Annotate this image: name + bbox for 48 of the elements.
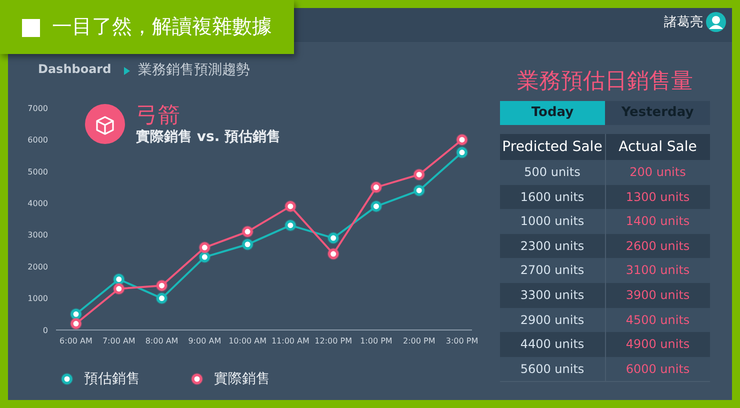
- text: 2900 units: [519, 312, 586, 329]
- text: 2300 units: [519, 238, 586, 255]
- text: 200 units: [604, 160, 710, 185]
- y-tick-label: 1000: [28, 294, 48, 304]
- x-tick-label: 10:00 AM: [228, 336, 267, 346]
- text: 4900 units: [604, 332, 710, 357]
- y-tick-label: 7000: [28, 104, 48, 113]
- text: Actual Sale: [604, 134, 710, 160]
- text: 5600 units: [519, 360, 586, 378]
- x-tick-label: 11:00 AM: [271, 336, 310, 346]
- text: 1300 units: [604, 184, 710, 210]
- x-tick-label: 3:00 PM: [446, 336, 478, 346]
- text: 1600 units: [519, 188, 586, 206]
- text: 4500 units: [604, 308, 710, 332]
- legend-label: 實際銷售: [213, 370, 270, 388]
- text: 業務預估日銷售量: [516, 68, 694, 96]
- text: 2600 units: [604, 234, 710, 258]
- text: 實際銷售 vs. 預估銷售: [136, 128, 281, 146]
- text: 1000 units: [519, 213, 586, 230]
- text: 4400 units: [519, 336, 586, 354]
- y-tick-label: 0: [42, 326, 48, 335]
- text: 6000 units: [604, 356, 710, 382]
- text: 一目了然，解讀複雜數據: [52, 13, 272, 40]
- text: 諸葛亮: [664, 14, 703, 31]
- text: 3100 units: [604, 258, 710, 283]
- text: 3300 units: [519, 287, 586, 304]
- x-tick-label: 7:00 AM: [102, 336, 136, 346]
- chart-title: 弓箭: [136, 102, 180, 129]
- text: 1400 units: [604, 209, 710, 234]
- x-tick-label: 1:00 PM: [360, 336, 392, 346]
- y-tick-label: 3000: [28, 230, 48, 240]
- x-tick-label: 12:00 PM: [314, 336, 352, 346]
- text: 2700 units: [519, 262, 586, 280]
- text: 3900 units: [604, 283, 710, 308]
- y-tick-label: 5000: [28, 167, 48, 176]
- y-tick-label: 2000: [28, 262, 48, 272]
- text: 業務銷售預測趨勢: [138, 61, 250, 79]
- text: Dashboard: [38, 62, 112, 76]
- y-tick-label: 6000: [28, 136, 48, 145]
- x-tick-label: 2:00 PM: [402, 336, 436, 346]
- legend-label: 預估銷售: [83, 370, 140, 388]
- x-tick-label: 9:00 AM: [188, 336, 222, 346]
- text: 500 units: [523, 164, 582, 181]
- x-tick-label: 8:00 AM: [145, 336, 178, 346]
- text: Predicted Sale: [501, 138, 604, 157]
- x-tick-label: 6:00 AM: [60, 336, 93, 346]
- y-tick-label: 4000: [28, 198, 48, 208]
- text: Today: [500, 101, 605, 125]
